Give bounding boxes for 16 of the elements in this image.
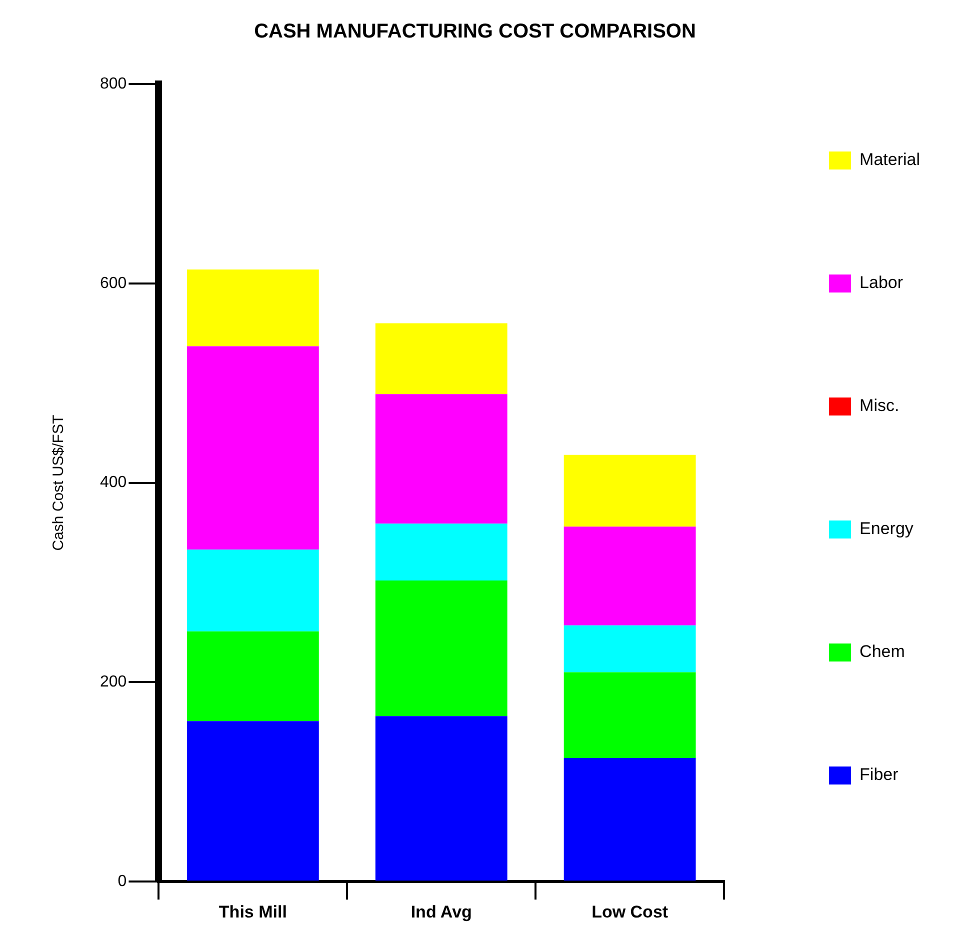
legend-label: Material (860, 150, 920, 170)
y-tick-label: 800 (100, 75, 127, 92)
x-tick-label: This Mill (218, 902, 287, 922)
legend-label: Energy (860, 519, 914, 538)
legend-label: Fiber (860, 765, 899, 784)
legend-label: Chem (860, 642, 905, 662)
x-tick-label: Ind Avg (410, 902, 472, 922)
x-tick-label: Low Cost (592, 902, 668, 922)
chart-title: CASH MANUFACTURING COST COMPARISON (254, 20, 696, 43)
legend-label: Misc. (860, 396, 900, 416)
y-axis-title: Cash Cost US$/FST (50, 414, 68, 551)
legend-label: Labor (860, 273, 904, 292)
y-tick-label: 200 (100, 674, 127, 691)
y-tick-label: 400 (100, 474, 127, 492)
y-tick-label: 0 (118, 873, 127, 890)
y-tick-label: 600 (100, 274, 127, 292)
